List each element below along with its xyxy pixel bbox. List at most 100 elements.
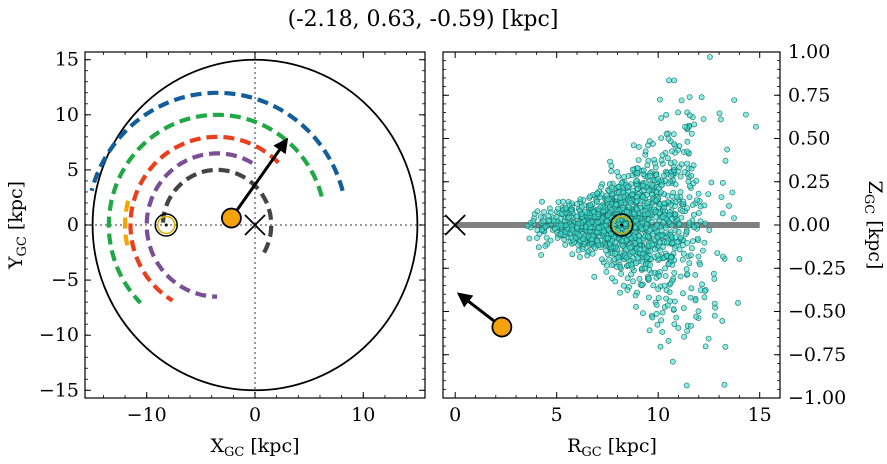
star-point bbox=[663, 295, 669, 302]
star-point bbox=[669, 193, 676, 200]
star-point bbox=[651, 269, 658, 276]
left-ytick-label: −15 bbox=[39, 379, 79, 401]
star-point bbox=[552, 225, 558, 232]
right-ytick-label: 0.50 bbox=[788, 128, 830, 150]
star-point bbox=[686, 260, 693, 267]
star-point bbox=[646, 138, 653, 145]
star-point bbox=[691, 121, 698, 128]
star-point bbox=[661, 282, 668, 289]
star-point bbox=[615, 254, 622, 261]
left-xtick-label: 10 bbox=[351, 404, 375, 426]
sun-outer-ring bbox=[154, 213, 178, 237]
star-point bbox=[530, 218, 537, 224]
star-point bbox=[664, 239, 670, 246]
star-point bbox=[659, 329, 666, 335]
star-point bbox=[695, 308, 702, 315]
left-ytick-label: 10 bbox=[55, 104, 79, 126]
star-point bbox=[636, 144, 642, 150]
star-point bbox=[543, 234, 550, 241]
star-point bbox=[624, 184, 631, 190]
star-point bbox=[524, 222, 531, 229]
star-point bbox=[669, 239, 676, 246]
star-point bbox=[624, 275, 631, 282]
star-point bbox=[736, 255, 743, 262]
star-point bbox=[628, 261, 635, 268]
star-point bbox=[671, 269, 678, 276]
left-ytick-label: 0 bbox=[67, 214, 79, 236]
star-point bbox=[613, 263, 620, 270]
figure-title: (-2.18, 0.63, -0.59) [kpc] bbox=[288, 7, 559, 32]
star-point bbox=[617, 194, 624, 201]
star-point bbox=[634, 255, 641, 262]
right-ytick-label: 0.25 bbox=[788, 171, 830, 193]
star-point bbox=[640, 310, 646, 317]
star-point bbox=[537, 214, 544, 220]
star-point bbox=[600, 228, 607, 234]
right-ytick-label: −0.25 bbox=[788, 257, 846, 279]
star-point bbox=[591, 213, 598, 220]
star-point bbox=[539, 198, 545, 205]
star-point bbox=[678, 214, 685, 221]
left-y-axis-label: YGC [kpc] bbox=[5, 181, 30, 270]
star-point bbox=[534, 235, 540, 241]
star-point bbox=[642, 265, 649, 272]
star-point bbox=[690, 162, 697, 169]
star-point bbox=[649, 314, 656, 321]
right-sun-outer-ring bbox=[609, 213, 634, 237]
star-point bbox=[718, 194, 725, 200]
left-x-axis-label: XGC [kpc] bbox=[210, 435, 299, 460]
right-xtick-label: 5 bbox=[551, 404, 563, 426]
star-point bbox=[679, 208, 686, 214]
star-point bbox=[678, 97, 685, 104]
star-point bbox=[647, 262, 653, 268]
star-point bbox=[609, 275, 615, 281]
star-point bbox=[671, 321, 678, 328]
star-point bbox=[608, 206, 615, 213]
star-point bbox=[634, 206, 640, 213]
star-point bbox=[700, 247, 706, 254]
star-point bbox=[540, 218, 547, 225]
spiral-arm-2 bbox=[128, 134, 280, 303]
star-point bbox=[694, 197, 700, 203]
star-point bbox=[743, 111, 749, 118]
star-point bbox=[604, 218, 610, 225]
star-point bbox=[690, 211, 697, 218]
star-point bbox=[711, 275, 718, 282]
star-point bbox=[731, 215, 737, 221]
star-point bbox=[620, 205, 626, 212]
star-point bbox=[652, 208, 659, 215]
star-point bbox=[696, 209, 702, 216]
star-point bbox=[684, 328, 691, 334]
star-point bbox=[647, 172, 653, 179]
star-point bbox=[634, 170, 641, 176]
left-velocity-arrow bbox=[230, 137, 289, 219]
star-point bbox=[669, 148, 675, 154]
right-ytick-label: −1.00 bbox=[788, 387, 846, 409]
star-point bbox=[658, 115, 665, 121]
star-point bbox=[562, 222, 569, 229]
star-point bbox=[653, 214, 660, 221]
star-point bbox=[657, 247, 664, 254]
star-point bbox=[683, 228, 690, 235]
star-point bbox=[640, 250, 646, 257]
star-point bbox=[680, 250, 687, 257]
star-point bbox=[681, 333, 688, 340]
star-point bbox=[658, 189, 664, 196]
star-point bbox=[614, 169, 621, 175]
sun-dot bbox=[164, 223, 168, 227]
star-point bbox=[650, 282, 657, 289]
star-point bbox=[707, 54, 713, 60]
star-point bbox=[667, 160, 674, 167]
star-point bbox=[659, 309, 666, 316]
star-point bbox=[672, 181, 679, 188]
star-point bbox=[605, 196, 612, 203]
star-point bbox=[680, 305, 687, 312]
star-point bbox=[619, 242, 626, 249]
star-point bbox=[640, 167, 647, 174]
star-point bbox=[668, 201, 674, 208]
star-point bbox=[680, 290, 686, 297]
star-point bbox=[718, 116, 724, 123]
star-point bbox=[706, 227, 713, 233]
star-point bbox=[673, 314, 680, 321]
